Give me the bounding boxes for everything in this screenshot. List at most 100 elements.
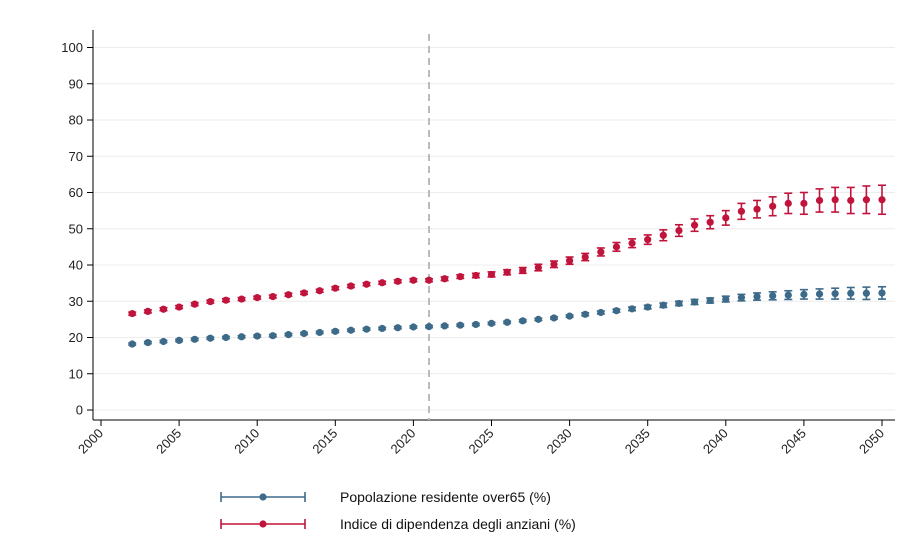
data-point xyxy=(441,322,449,330)
data-point xyxy=(612,243,621,251)
data-point xyxy=(159,337,168,346)
data-point xyxy=(847,289,855,297)
data-point xyxy=(753,292,761,301)
data-point xyxy=(566,312,574,320)
data-point xyxy=(581,310,589,318)
data-point xyxy=(331,284,339,292)
data-point xyxy=(269,332,277,340)
data-point xyxy=(628,239,636,247)
data-point xyxy=(878,196,886,204)
y-tick-label: 50 xyxy=(69,221,83,236)
data-point xyxy=(534,315,542,323)
data-point xyxy=(175,303,183,311)
data-point xyxy=(144,338,152,347)
data-point xyxy=(394,277,402,285)
y-tick-label: 40 xyxy=(69,258,83,273)
data-point xyxy=(737,294,746,302)
legend-item-1: Popolazione residente over65 (%) xyxy=(220,489,551,505)
data-point xyxy=(456,321,464,329)
y-tick-label: 20 xyxy=(69,330,83,345)
data-point xyxy=(503,268,511,276)
legend-marker xyxy=(259,520,267,528)
data-point xyxy=(487,270,496,279)
data-point xyxy=(409,276,417,284)
data-point xyxy=(128,340,136,348)
data-point xyxy=(659,231,667,239)
data-point xyxy=(347,282,355,290)
data-point xyxy=(831,196,839,204)
data-point xyxy=(550,314,558,322)
data-point xyxy=(362,280,371,288)
data-point xyxy=(815,196,824,205)
data-point xyxy=(644,303,652,311)
data-point xyxy=(706,296,714,305)
data-point xyxy=(753,205,761,213)
data-point xyxy=(175,336,183,344)
data-point xyxy=(409,323,417,331)
data-point xyxy=(331,327,339,335)
y-tick-label: 10 xyxy=(69,366,83,381)
data-point xyxy=(784,199,792,207)
data-point xyxy=(128,309,136,318)
data-point xyxy=(519,317,527,325)
data-point xyxy=(862,289,870,297)
data-point xyxy=(456,273,464,281)
legend: Popolazione residente over65 (%) Indice d… xyxy=(220,489,576,532)
data-point xyxy=(847,196,855,205)
data-point xyxy=(737,207,746,215)
data-point xyxy=(566,257,574,265)
data-point xyxy=(441,275,449,283)
data-point xyxy=(316,328,324,337)
y-tick-label: 0 xyxy=(76,403,83,418)
data-point xyxy=(347,326,355,334)
data-point xyxy=(425,323,433,331)
data-point xyxy=(487,319,496,327)
data-point xyxy=(675,226,683,235)
data-point xyxy=(425,276,433,284)
data-point xyxy=(300,289,308,297)
data-point xyxy=(378,324,386,333)
data-point xyxy=(784,291,792,299)
data-point xyxy=(503,318,511,326)
data-point xyxy=(300,329,308,338)
data-point xyxy=(222,296,230,304)
data-point xyxy=(722,214,730,222)
data-point xyxy=(800,199,808,207)
series-layer xyxy=(128,184,886,348)
data-point xyxy=(316,287,324,295)
data-point xyxy=(831,290,839,298)
y-tick-label: 90 xyxy=(69,76,83,91)
data-point xyxy=(800,290,808,298)
data-point xyxy=(644,236,652,244)
data-point xyxy=(362,325,371,333)
data-point xyxy=(769,292,777,300)
data-point xyxy=(269,292,277,301)
y-tick-label: 60 xyxy=(69,185,83,200)
data-point xyxy=(394,324,402,332)
data-point xyxy=(878,289,886,297)
data-point xyxy=(237,295,246,303)
data-point xyxy=(284,291,293,299)
data-point xyxy=(597,248,605,256)
data-point xyxy=(253,332,261,340)
y-tick-label: 70 xyxy=(69,149,83,164)
data-point xyxy=(597,308,605,317)
data-point xyxy=(144,307,152,315)
legend-label: Popolazione residente over65 (%) xyxy=(340,489,551,505)
data-point xyxy=(706,218,714,226)
data-point xyxy=(534,263,542,272)
data-point xyxy=(191,335,199,343)
data-point xyxy=(675,299,683,308)
data-point xyxy=(159,305,168,313)
legend-item-2: Indice di dipendenza degli anziani (%) xyxy=(220,516,576,532)
data-point xyxy=(815,290,824,298)
data-point xyxy=(284,331,293,339)
y-tick-label: 30 xyxy=(69,294,83,309)
data-point xyxy=(222,333,230,342)
data-point xyxy=(862,196,870,204)
data-point xyxy=(253,294,261,302)
data-point xyxy=(722,295,730,303)
